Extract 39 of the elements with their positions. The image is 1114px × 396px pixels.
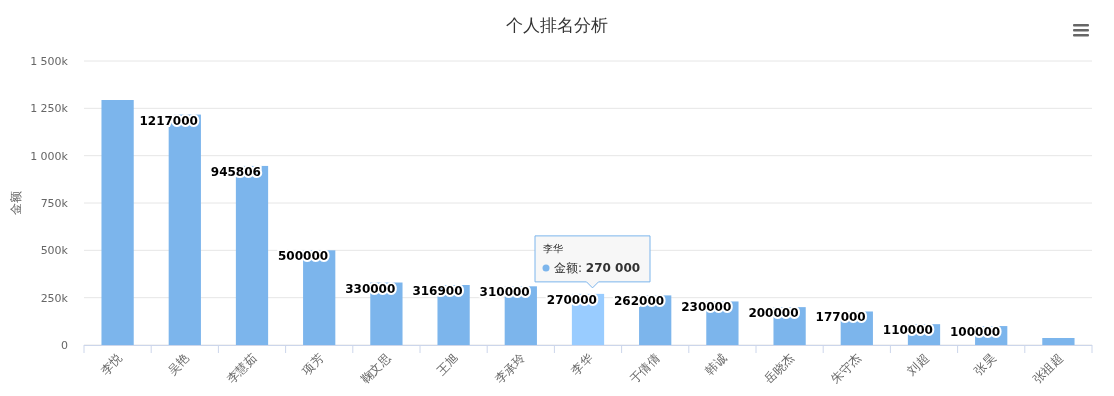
x-tick-label: 于倩倩: [626, 351, 663, 387]
x-tick-label: 张昊: [971, 351, 999, 379]
y-tick-label: 1 250k: [30, 102, 69, 116]
chart-title: 个人排名分析: [506, 15, 608, 35]
y-tick-label: 500k: [40, 244, 69, 258]
x-tick-label: 王旭: [433, 351, 461, 379]
x-tick-label: 李悦: [97, 351, 125, 379]
x-tick-label: 鞠文思: [358, 351, 394, 387]
data-label: 200000: [748, 306, 799, 321]
x-tick-label: 岳晓杰: [761, 351, 797, 387]
data-label: 177000: [815, 310, 866, 325]
data-label: 330000: [345, 281, 396, 296]
x-tick-label: 吴艳: [165, 351, 192, 379]
data-label: 230000: [681, 300, 732, 315]
annotation: 李华: [543, 242, 563, 254]
data-label: 310000: [479, 285, 530, 300]
y-tick-label: 250k: [40, 291, 69, 305]
x-tick-label: 张祖超: [1030, 351, 1066, 387]
annotation: 金额: 270 000: [554, 260, 641, 275]
x-tick-label: 刘超: [904, 351, 932, 379]
data-label: 945806: [210, 164, 261, 179]
y-tick-label: 1 000k: [30, 149, 69, 163]
x-tick-label: 项芳: [299, 351, 327, 379]
bar: [1042, 338, 1075, 345]
y-axis-title: 金额: [9, 191, 23, 215]
x-tick-label: 李慧茹: [223, 351, 260, 387]
data-label: 316900: [412, 284, 463, 298]
x-tick-label: 李承玲: [492, 351, 528, 387]
y-tick-label: 0: [61, 339, 68, 352]
y-tick-label: 1 500k: [30, 55, 69, 68]
x-tick-label: 韩诚: [702, 351, 730, 379]
data-label: 100000: [950, 325, 1001, 340]
x-tick-label: 朱守杰: [828, 351, 864, 387]
bar: [101, 100, 134, 345]
y-tick-label: 750k: [40, 197, 69, 210]
data-label: 262000: [614, 294, 665, 309]
data-label: 500000: [278, 249, 329, 264]
x-tick-label: 李华: [568, 351, 596, 379]
data-label: 270000: [546, 292, 597, 307]
